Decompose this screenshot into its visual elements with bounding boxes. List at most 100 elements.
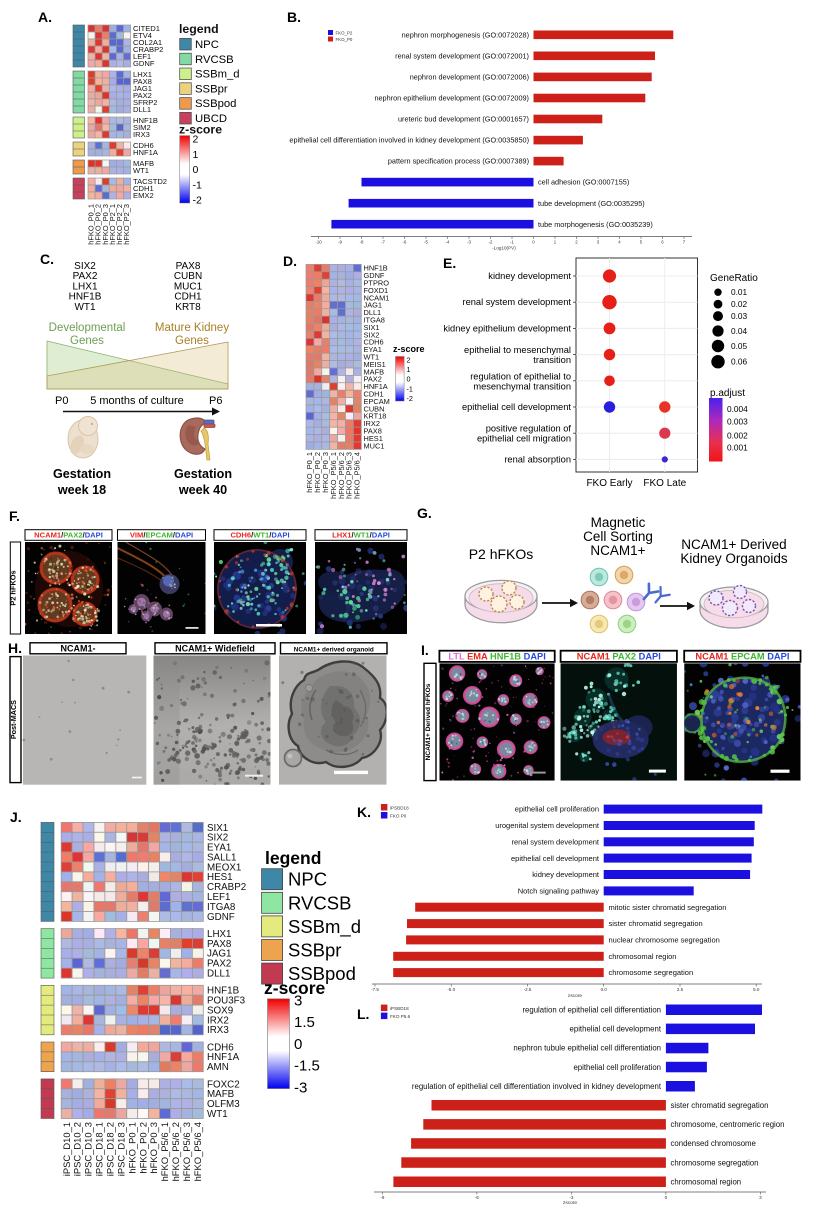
svg-text:MAFB: MAFB	[364, 367, 385, 376]
svg-text:Post-MACS: Post-MACS	[9, 700, 18, 739]
svg-text:hFKO_P0_1: hFKO_P0_1	[126, 1122, 137, 1174]
svg-text:Genes: Genes	[70, 335, 104, 347]
svg-text:H.: H.	[8, 640, 22, 656]
svg-text:hFKO_P5/6_1: hFKO_P5/6_1	[159, 1122, 170, 1181]
svg-text:A.: A.	[38, 9, 52, 25]
svg-text:JAG1: JAG1	[207, 949, 232, 960]
svg-text:FKO Late: FKO Late	[643, 478, 686, 489]
svg-text:hFKO_P5/6_2: hFKO_P5/6_2	[170, 1122, 181, 1181]
svg-text:0.04: 0.04	[731, 326, 748, 336]
svg-text:FOXD1: FOXD1	[364, 286, 389, 295]
svg-text:zscore: zscore	[568, 993, 582, 999]
svg-text:-1.5: -1.5	[294, 1058, 320, 1075]
svg-text:sister chromatid segregation: sister chromatid segregation	[609, 919, 703, 928]
svg-text:-6: -6	[475, 1195, 479, 1200]
svg-text:MEOX1: MEOX1	[207, 862, 241, 873]
svg-text:renal system development: renal system development	[462, 297, 571, 307]
svg-text:MUC1: MUC1	[364, 441, 385, 450]
svg-text:week 18: week 18	[57, 483, 106, 497]
svg-text:0.002: 0.002	[727, 430, 748, 440]
svg-text:sister chromatid segregation: sister chromatid segregation	[671, 1101, 769, 1110]
svg-text:CDH6/WT1/DAPI: CDH6/WT1/DAPI	[230, 531, 289, 540]
svg-text:PAX2: PAX2	[364, 375, 382, 384]
svg-text:hFKO_P0_3: hFKO_P0_3	[101, 204, 110, 245]
svg-text:MUC1: MUC1	[174, 281, 203, 292]
svg-text:POU3F3: POU3F3	[207, 996, 246, 1007]
svg-text:-9: -9	[338, 240, 342, 245]
svg-text:RVCSB: RVCSB	[195, 54, 234, 66]
svg-text:Magnetic: Magnetic	[591, 515, 646, 530]
svg-text:transition: transition	[533, 355, 571, 365]
svg-text:hFKO_P0_2: hFKO_P0_2	[137, 1122, 148, 1174]
svg-text:0.01: 0.01	[731, 287, 748, 297]
svg-text:2: 2	[575, 240, 578, 245]
svg-text:regulation of epithelial cell: regulation of epithelial cell differenti…	[522, 1006, 661, 1015]
svg-text:-3: -3	[569, 1195, 573, 1200]
svg-text:renal system development (GO:0: renal system development (GO:0072001)	[395, 51, 529, 60]
svg-text:-1: -1	[407, 384, 413, 393]
svg-text:chromosomal region: chromosomal region	[671, 1177, 742, 1186]
svg-text:-7: -7	[381, 240, 385, 245]
svg-text:SSBpr: SSBpr	[195, 83, 228, 95]
svg-text:iPSC_D18_2: iPSC_D18_2	[105, 1122, 116, 1176]
svg-text:MAFB: MAFB	[207, 1089, 235, 1100]
svg-text:chromosomal region: chromosomal region	[609, 952, 677, 961]
svg-text:CDH1: CDH1	[133, 184, 154, 193]
svg-text:EYA1: EYA1	[364, 345, 382, 354]
svg-text:MEIS1: MEIS1	[364, 360, 386, 369]
svg-text:nephron development (GO:007200: nephron development (GO:0072006)	[410, 73, 529, 82]
svg-text:0.001: 0.001	[727, 443, 748, 453]
svg-text:ITGA8: ITGA8	[364, 316, 385, 325]
svg-text:-8: -8	[360, 240, 364, 245]
svg-text:hFKO_P5/6_3: hFKO_P5/6_3	[345, 452, 354, 499]
svg-text:zscore: zscore	[563, 1200, 577, 1205]
svg-text:SIX2: SIX2	[207, 833, 228, 844]
svg-text:hFKO_P5/6_3: hFKO_P5/6_3	[181, 1122, 192, 1181]
svg-text:NCAM1: NCAM1	[364, 293, 390, 302]
svg-text:NPC: NPC	[288, 869, 327, 890]
svg-text:-5: -5	[424, 240, 428, 245]
svg-text:FKO P5.6: FKO P5.6	[390, 1014, 411, 1019]
svg-text:-2.5: -2.5	[524, 987, 532, 992]
svg-text:1: 1	[407, 365, 411, 374]
svg-text:SFRP2: SFRP2	[133, 98, 157, 107]
svg-text:Cell Sorting: Cell Sorting	[583, 529, 653, 544]
svg-text:0: 0	[193, 164, 199, 176]
svg-text:iPSC_D18_3: iPSC_D18_3	[115, 1122, 126, 1176]
svg-text:G.: G.	[417, 505, 432, 521]
svg-text:NCAM1+ derived organoid: NCAM1+ derived organoid	[294, 646, 374, 653]
svg-text:hFKO_P5/6_4: hFKO_P5/6_4	[353, 452, 362, 499]
svg-text:F.: F.	[9, 508, 20, 524]
svg-text:hFKO_P0_3: hFKO_P0_3	[321, 452, 330, 493]
svg-text:0.03: 0.03	[731, 311, 748, 321]
svg-text:IRX2: IRX2	[207, 1015, 229, 1026]
svg-text:legend: legend	[265, 848, 321, 868]
svg-text:hFKO_P5/6_1: hFKO_P5/6_1	[329, 452, 338, 499]
svg-text:chromosome segregation: chromosome segregation	[671, 1158, 759, 1167]
svg-text:LHX1: LHX1	[72, 281, 97, 292]
svg-text:pattern specification process: pattern specification process (GO:000738…	[388, 157, 529, 166]
svg-text:Kidney Organoids: Kidney Organoids	[680, 551, 788, 566]
svg-text:CUBN: CUBN	[364, 404, 385, 413]
svg-text:PAX2: PAX2	[133, 91, 152, 100]
svg-text:-2: -2	[193, 195, 202, 207]
svg-text:SIX1: SIX1	[364, 323, 380, 332]
svg-text:NCAM1 PAX2 DAPI: NCAM1 PAX2 DAPI	[577, 652, 661, 662]
svg-text:DLL1: DLL1	[207, 969, 230, 980]
svg-text:JAG1: JAG1	[364, 301, 382, 310]
svg-text:regulation of epithelial cell: regulation of epithelial cell differenti…	[412, 1082, 662, 1091]
svg-text:week 40: week 40	[178, 483, 227, 497]
svg-text:NCAM1-: NCAM1-	[61, 643, 96, 653]
svg-text:-9: -9	[380, 1195, 384, 1200]
svg-text:-1: -1	[510, 240, 514, 245]
svg-text:LEF1: LEF1	[133, 52, 151, 61]
svg-text:GDNF: GDNF	[364, 271, 385, 280]
svg-text:5.0: 5.0	[753, 987, 760, 992]
svg-text:-4: -4	[446, 240, 450, 245]
svg-text:DLL1: DLL1	[133, 105, 151, 114]
svg-text:HES1: HES1	[207, 872, 233, 883]
svg-text:-2: -2	[407, 394, 413, 403]
svg-text:0: 0	[407, 375, 411, 384]
svg-text:epithelial cell development: epithelial cell development	[462, 402, 571, 412]
svg-text:3: 3	[597, 240, 600, 245]
